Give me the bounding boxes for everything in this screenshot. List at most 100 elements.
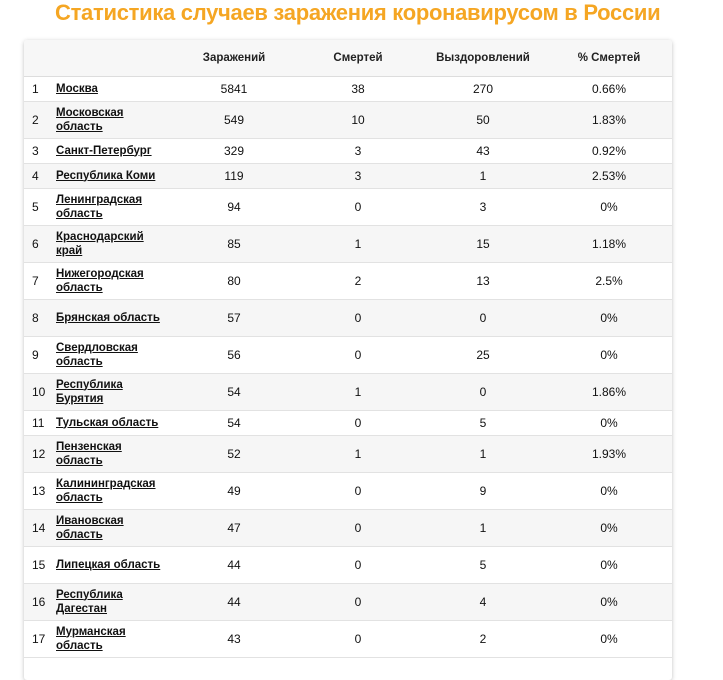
header-deaths[interactable]: Смертей [296,40,420,77]
deaths-cell: 0 [296,546,420,584]
table-row: 7 Нижегородская область 80 2 13 2.5% [24,262,672,300]
recovered-cell: 25 [420,336,546,374]
region-link[interactable]: Краснодарский край [56,230,144,257]
recovered-cell: 5 [420,546,546,584]
infected-cell: 56 [172,336,296,374]
region-cell: Республика Дагестан [54,583,172,621]
death-rate-cell: 0.66% [546,76,672,102]
deaths-cell: 0 [296,188,420,226]
death-rate-cell: 0% [546,583,672,621]
region-link[interactable]: Нижегородская область [56,267,144,294]
deaths-cell: 38 [296,76,420,102]
deaths-cell: 3 [296,163,420,189]
region-cell: Московская область [54,101,172,139]
region-cell: Брянская область [54,299,172,337]
row-index: 6 [24,225,54,263]
region-link[interactable]: Московская область [56,106,124,133]
page-title: Статистика случаев заражения коронавирус… [55,0,661,25]
deaths-cell: 1 [296,373,420,411]
death-rate-cell: 0% [546,509,672,547]
death-rate-cell: 0% [546,546,672,584]
recovered-cell: 0 [420,373,546,411]
infected-cell: 49 [172,472,296,510]
region-link[interactable]: Республика Бурятия [56,378,123,405]
stats-table-card: Заражений Смертей Выздоровлений % Смерте… [24,40,672,680]
death-rate-cell: 0% [546,188,672,226]
row-index: 16 [24,583,54,621]
region-cell: Республика Коми [54,163,172,189]
recovered-cell: 0 [420,299,546,337]
region-link[interactable]: Ленинградская область [56,193,143,220]
region-link[interactable]: Москва [56,82,98,95]
infected-cell: 119 [172,163,296,189]
header-infected[interactable]: Заражений [172,40,296,77]
recovered-cell: 9 [420,472,546,510]
deaths-cell: 0 [296,509,420,547]
region-cell: Санкт-Петербург [54,138,172,164]
region-cell: Нижегородская область [54,262,172,300]
infected-cell: 43 [172,620,296,658]
death-rate-cell: 2.53% [546,163,672,189]
region-cell: Пензенская область [54,435,172,473]
header-region [54,40,172,77]
row-index: 13 [24,472,54,510]
row-index: 9 [24,336,54,374]
infected-cell: 44 [172,583,296,621]
region-cell: Ивановская область [54,509,172,547]
region-link[interactable]: Санкт-Петербург [56,144,152,157]
region-cell: Калининградская область [54,472,172,510]
row-index: 1 [24,76,54,102]
death-rate-cell: 0% [546,410,672,436]
recovered-cell: 13 [420,262,546,300]
region-cell: Мурманская область [54,620,172,658]
header-recovered[interactable]: Выздоровлений [420,40,546,77]
deaths-cell: 0 [296,299,420,337]
row-index: 12 [24,435,54,473]
recovered-cell: 1 [420,163,546,189]
region-link[interactable]: Пензенская область [56,440,122,467]
deaths-cell: 1 [296,225,420,263]
region-link[interactable]: Ивановская область [56,514,124,541]
table-row: 3 Санкт-Петербург 329 3 43 0.92% [24,138,672,164]
recovered-cell: 5 [420,410,546,436]
infected-cell: 54 [172,373,296,411]
death-rate-cell: 0% [546,472,672,510]
deaths-cell: 1 [296,435,420,473]
row-index: 8 [24,299,54,337]
infected-cell: 80 [172,262,296,300]
death-rate-cell: 0% [546,336,672,374]
region-cell: Краснодарский край [54,225,172,263]
table-row: 1 Москва 5841 38 270 0.66% [24,76,672,102]
death-rate-cell: 0.92% [546,138,672,164]
infected-cell: 52 [172,435,296,473]
row-index: 7 [24,262,54,300]
region-link[interactable]: Мурманская область [56,625,126,652]
region-link[interactable]: Брянская область [56,311,160,324]
table-row: 9 Свердловская область 56 0 25 0% [24,336,672,374]
recovered-cell: 50 [420,101,546,139]
row-index: 11 [24,410,54,436]
region-cell: Свердловская область [54,336,172,374]
header-death-rate[interactable]: % Смертей [546,40,672,77]
infected-cell: 5841 [172,76,296,102]
region-link[interactable]: Тульская область [56,416,159,429]
row-index: 17 [24,620,54,658]
table-row: 11 Тульская область 54 0 5 0% [24,410,672,436]
recovered-cell: 1 [420,435,546,473]
region-link[interactable]: Республика Коми [56,169,156,182]
region-link[interactable]: Республика Дагестан [56,588,123,615]
infected-cell: 47 [172,509,296,547]
recovered-cell: 2 [420,620,546,658]
region-link[interactable]: Липецкая область [56,558,161,571]
region-link[interactable]: Свердловская область [56,341,138,368]
recovered-cell: 15 [420,225,546,263]
table-row: 5 Ленинградская область 94 0 3 0% [24,188,672,226]
recovered-cell: 1 [420,509,546,547]
death-rate-cell: 1.93% [546,435,672,473]
death-rate-cell: 1.86% [546,373,672,411]
death-rate-cell: 0% [546,299,672,337]
death-rate-cell: 1.83% [546,101,672,139]
infected-cell: 57 [172,299,296,337]
table-header-row: Заражений Смертей Выздоровлений % Смерте… [24,40,672,77]
region-link[interactable]: Калининградская область [56,477,156,504]
